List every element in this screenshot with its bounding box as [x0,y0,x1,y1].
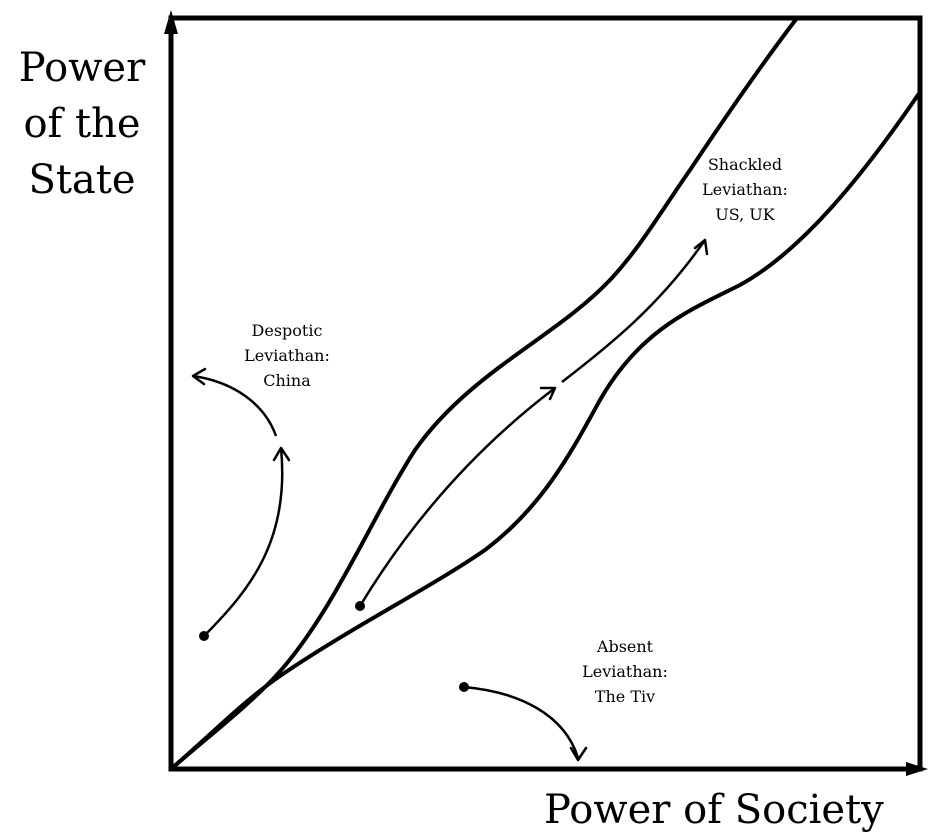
region-label-line: Despotic [251,321,323,340]
y-axis-title-line: Power [18,45,146,91]
despotic-path-first-arrowhead [272,446,291,462]
region-label-line: Leviathan: [702,180,788,199]
x-axis-title: Power of Society [544,787,884,833]
x-axis-arrowhead [906,762,928,776]
region-label-line: Leviathan: [244,346,330,365]
region-label-line: China [263,371,311,390]
region-label-line: US, UK [715,205,775,224]
despotic-leviathan-label: Despotic Leviathan: China [232,318,342,393]
region-label-line: The Tiv [594,687,656,706]
corridor-path-first-arrowhead [539,386,557,401]
corridor-path-first-arrow [358,387,556,607]
region-label-line: Absent [596,637,654,656]
absent-leviathan-label: Absent Leviathan: The Tiv [570,634,680,709]
corridor-upper-boundary [169,16,799,771]
corridor-path-second-arrowhead [693,238,709,256]
despotic-path-second-arrowhead [191,367,207,386]
region-label-line: Shackled [707,155,783,174]
despotic-path-first-arrow [203,447,284,637]
corridor-lower-boundary [169,90,922,771]
despotic-path-second-arrow [192,374,278,437]
y-axis-title-line: State [28,157,136,203]
corridor-path-second-arrow [561,239,707,383]
y-axis-title-line: of the [23,101,141,147]
region-label-line: Leviathan: [582,662,668,681]
plot-frame [168,15,923,772]
absent-path-arrowhead [569,746,588,762]
absent-path-arrow [463,685,580,759]
y-axis-title: Power of the State [12,40,152,208]
y-axis-arrowhead [164,10,178,34]
shackled-leviathan-label: Shackled Leviathan: US, UK [690,152,800,227]
